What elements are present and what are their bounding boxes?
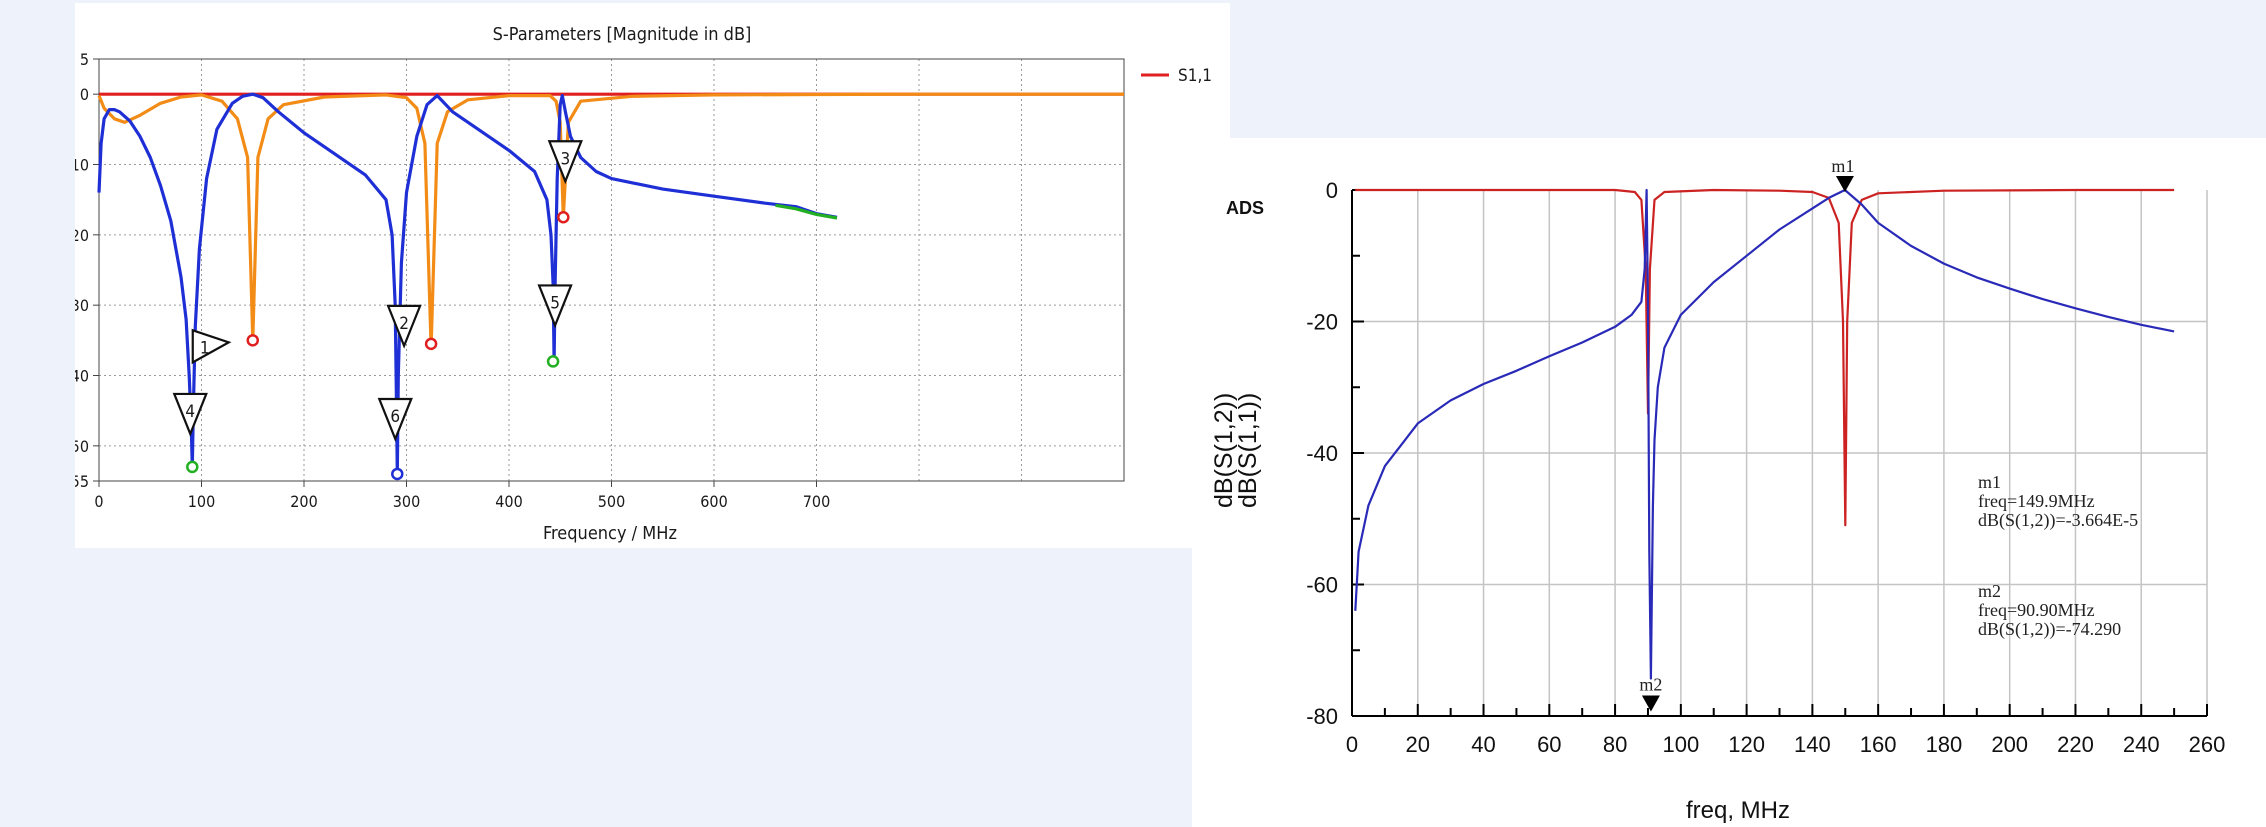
marker-flag — [537, 284, 573, 329]
series-s12-line — [1354, 188, 2175, 680]
y-tick-label: -20 — [1306, 310, 1338, 335]
marker-flag — [547, 140, 583, 185]
y-tick-label: -60 — [1306, 573, 1338, 598]
m2-value: dB(S(1,2))=-74.290 — [1978, 619, 2121, 640]
x-tick-label: 80 — [1603, 732, 1627, 757]
x-tick-label: 160 — [1860, 732, 1897, 757]
legend-label-s11: S1,1 — [1178, 66, 1212, 86]
marker-m2-triangle — [1641, 695, 1660, 712]
marker-1: 1 — [191, 328, 259, 365]
y-axis-label-s12: dB(S(1,2)) — [1210, 393, 1238, 508]
marker-readout: m1 freq=149.9MHz dB(S(1,2))=-3.664E-5 m2… — [1978, 472, 2138, 640]
x-tick-label: 600 — [700, 492, 727, 511]
marker-number: 4 — [185, 402, 195, 422]
marker-dot — [557, 211, 570, 224]
marker-m2: m2 — [1639, 674, 1662, 712]
y-tick-label: 0 — [1326, 178, 1338, 203]
m2-name: m2 — [1978, 581, 2001, 601]
series-orange-line — [97, 92, 1124, 349]
series-green-line — [775, 203, 838, 220]
x-tick-label: 20 — [1406, 732, 1430, 757]
m2-freq: freq=90.90MHz — [1978, 600, 2095, 620]
marker-flag — [386, 304, 422, 349]
marker-number: 6 — [390, 407, 400, 427]
marker-m1: m1 — [1831, 156, 1854, 192]
marker-m1-triangle — [1835, 176, 1854, 192]
ads-watermark: ADS — [1226, 198, 1264, 218]
x-tick-label: 220 — [2057, 732, 2094, 757]
x-tick-label: 260 — [2189, 732, 2226, 757]
x-tick-label: 60 — [1537, 732, 1561, 757]
marker-number: 5 — [550, 293, 560, 313]
y-axis-labels: dB(S(1,2)) dB(S(1,1)) — [1210, 393, 1262, 508]
x-tick-label: 100 — [1662, 732, 1699, 757]
marker-dot — [186, 460, 199, 474]
marker-m1-label: m1 — [1831, 156, 1854, 176]
x-tick-label: 140 — [1794, 732, 1831, 757]
x-axis-label: Frequency / MHz — [543, 523, 677, 544]
y-tick-label: 0 — [80, 85, 89, 104]
y-tick-label: -55 — [75, 472, 89, 491]
marker-dot — [246, 334, 259, 347]
marker-number: 3 — [560, 149, 570, 169]
x-tick-label: 500 — [598, 492, 625, 511]
y-tick-label: -50 — [75, 437, 89, 456]
marker-flag — [172, 392, 208, 437]
legend: S1,1 — [1141, 66, 1212, 86]
x-tick-label: 40 — [1471, 732, 1495, 757]
y-tick-label: -30 — [75, 296, 89, 315]
chart-background — [75, 3, 1230, 548]
x-tick-label: 700 — [803, 492, 830, 511]
y-tick-label: -20 — [75, 226, 89, 245]
x-axis-ticks: 0 100 200 300 400 500 600 700 — [94, 481, 830, 511]
s-parameters-chart: S-Parameters [Magnitude in dB] 5 0 -10 -20 -… — [75, 3, 1230, 548]
x-tick-label: 200 — [290, 492, 317, 511]
marker-flag — [377, 397, 413, 442]
x-tick-label: 200 — [1991, 732, 2028, 757]
marker-m2-label: m2 — [1639, 674, 1662, 694]
y-axis-ticks: 0 -20 -40 -60 -80 — [1306, 178, 1364, 729]
x-tick-label: 240 — [2123, 732, 2160, 757]
marker-number: 1 — [200, 338, 210, 358]
plot-markers: 1 2 3 4 5 6 — [172, 140, 583, 481]
x-tick-label: 0 — [1346, 732, 1358, 757]
x-tick-label: 120 — [1728, 732, 1765, 757]
marker-4: 4 — [172, 392, 208, 474]
marker-6: 6 — [377, 397, 413, 481]
m1-name: m1 — [1978, 472, 2001, 492]
marker-flag — [191, 328, 232, 365]
grid-lines — [1352, 190, 2208, 716]
marker-2: 2 — [386, 304, 438, 351]
x-axis-label: freq, MHz — [1686, 797, 1790, 824]
x-tick-label: 300 — [393, 492, 420, 511]
marker-dot — [546, 355, 560, 368]
chart-title: S-Parameters [Magnitude in dB] — [493, 24, 752, 45]
marker-number: 2 — [399, 314, 409, 334]
x-tick-label: 180 — [1926, 732, 1963, 757]
m1-value: dB(S(1,2))=-3.664E-5 — [1978, 510, 2138, 531]
x-tick-label: 100 — [188, 492, 215, 511]
y-tick-label: 5 — [80, 50, 89, 69]
y-tick-label: -10 — [75, 156, 89, 175]
y-tick-label: -40 — [1306, 441, 1338, 466]
y-axis-ticks: 5 0 -10 -20 -30 -40 -50 -55 — [75, 50, 99, 491]
x-tick-label: 400 — [495, 492, 522, 511]
x-axis-ticks: 0 20 40 60 80 100 120 140 160 180 200 220 240 260 — [1346, 704, 2225, 757]
plot-series — [1354, 188, 2175, 680]
chart-background — [1192, 138, 2266, 827]
x-tick-label: 0 — [94, 492, 103, 511]
y-axis-label-s11: dB(S(1,1)) — [1234, 393, 1262, 508]
y-tick-label: -40 — [75, 367, 89, 386]
ads-chart: ADS 0 -20 -40 -60 -80 0 20 40 60 80 100 120 140 160 1… — [1192, 138, 2266, 827]
y-tick-label: -80 — [1306, 704, 1338, 729]
marker-dot — [391, 467, 404, 481]
marker-3: 3 — [547, 140, 583, 224]
marker-dot — [424, 337, 438, 351]
marker-5: 5 — [537, 284, 573, 368]
m1-freq: freq=149.9MHz — [1978, 491, 2095, 511]
plot-markers: m1 m2 — [1639, 156, 1854, 712]
